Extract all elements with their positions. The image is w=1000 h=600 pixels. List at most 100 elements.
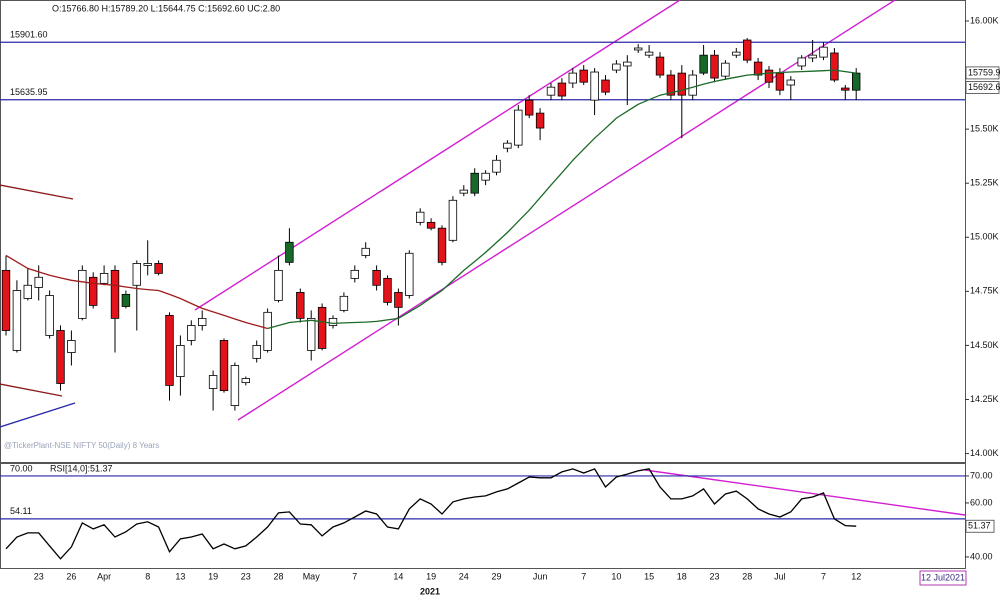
- candle-body: [601, 79, 610, 93]
- candle-body: [808, 54, 817, 59]
- x-tick-label: 15: [644, 571, 654, 581]
- candle-body: [437, 227, 447, 263]
- rsi-panel-frame: [0, 463, 966, 569]
- candle-body: [132, 263, 141, 286]
- candle-body: [263, 311, 272, 351]
- candle-body: [56, 330, 65, 384]
- rsi-title: RSI[14,0]:51.37: [50, 463, 113, 473]
- x-tick-label: 28: [273, 571, 283, 581]
- candle-body: [241, 378, 250, 384]
- candle-body: [830, 52, 839, 81]
- candle-body: [230, 365, 240, 406]
- y-tick-label: 15.00K: [970, 232, 999, 242]
- candle-body: [405, 252, 414, 296]
- candle-body: [383, 277, 392, 303]
- x-tick-label: 12: [851, 571, 861, 581]
- x-tick-label: 26: [66, 571, 76, 581]
- x-tick-label: 23: [34, 571, 44, 581]
- candle-body: [143, 263, 152, 266]
- line-series: [5, 254, 268, 330]
- trend-line: [0, 184, 74, 200]
- candle-body: [67, 340, 76, 353]
- y-tick-label: 14.75K: [970, 286, 999, 296]
- candle-body: [350, 269, 359, 279]
- candle-body: [274, 269, 283, 301]
- y-tick-label: 14.25K: [970, 394, 999, 404]
- candle-body: [12, 290, 22, 351]
- candle-body: [852, 72, 861, 91]
- candle-body: [361, 247, 370, 256]
- price-label: 15759.9: [968, 67, 1000, 77]
- candle-body: [165, 314, 174, 386]
- x-tick-label: 14: [393, 571, 403, 581]
- candle-body: [187, 325, 196, 341]
- candle-body: [710, 54, 719, 79]
- rsi-label-box: [965, 519, 995, 533]
- price-label: 15692.6: [968, 82, 1000, 92]
- channel-lower: [237, 0, 896, 421]
- candle-body: [841, 87, 850, 91]
- level-label: 54.11: [10, 506, 32, 516]
- candle-body: [481, 172, 490, 181]
- candle-body: [743, 39, 752, 61]
- candle-body: [1, 269, 11, 331]
- candle-body: [317, 306, 327, 349]
- candle-body: [110, 269, 120, 319]
- candle-body: [535, 112, 545, 129]
- candle-body: [655, 56, 665, 76]
- year-label: 2021: [420, 586, 440, 596]
- price-panel-frame: [0, 0, 966, 463]
- candle-body: [666, 74, 676, 96]
- candle-body: [623, 61, 632, 67]
- candle-body: [525, 99, 534, 116]
- x-tick-label: Apr: [97, 571, 111, 581]
- x-tick-label: 7: [821, 571, 826, 581]
- price-label-box: [965, 66, 1000, 80]
- candle-body: [819, 46, 828, 58]
- candle-body: [34, 276, 43, 288]
- candle-body: [121, 293, 131, 307]
- candle-body: [208, 375, 218, 389]
- y-tick-label: 70.00: [970, 470, 993, 480]
- y-tick-label: 16.00K: [970, 15, 999, 25]
- candle-body: [89, 276, 98, 306]
- candle-body: [644, 51, 654, 56]
- x-tick-label: Jun: [533, 571, 548, 581]
- candle-body: [23, 284, 32, 299]
- candle-body: [372, 269, 381, 286]
- channel-upper: [194, 0, 681, 311]
- candle-body: [252, 345, 261, 359]
- line-series: [267, 69, 857, 330]
- candle-body: [775, 72, 785, 91]
- candle-body: [612, 63, 621, 71]
- candle-body: [568, 72, 577, 84]
- candle-body: [459, 189, 468, 194]
- x-tick-label: Jul: [774, 571, 786, 581]
- x-tick-label: 23: [709, 571, 719, 581]
- x-tick-label: 18: [677, 571, 687, 581]
- x-tick-label: 7: [581, 571, 586, 581]
- y-tick-label: 60.00: [970, 497, 993, 507]
- candle-body: [296, 292, 305, 319]
- rsi-trend-line: [644, 469, 966, 516]
- x-tick-label: 8: [145, 571, 150, 581]
- candle-body: [426, 221, 436, 229]
- x-tick-label: 10: [611, 571, 621, 581]
- candle-body: [546, 86, 556, 96]
- candle-body: [45, 295, 54, 336]
- y-tick-label: 15.50K: [970, 124, 999, 134]
- candle-body: [503, 142, 512, 149]
- candle-body: [764, 69, 774, 83]
- y-tick-label: 14.00K: [970, 448, 999, 458]
- candle-body: [721, 62, 730, 77]
- candle-body: [219, 340, 229, 392]
- candle-body: [677, 72, 686, 96]
- candle-body: [78, 269, 87, 319]
- x-tick-label: 13: [175, 571, 185, 581]
- x-tick-label: 19: [426, 571, 436, 581]
- rsi-label: 51.37: [968, 521, 991, 531]
- level-label: 15901.60: [10, 30, 48, 40]
- candle-body: [99, 272, 109, 284]
- candle-body: [285, 241, 294, 263]
- candle-body: [557, 82, 567, 97]
